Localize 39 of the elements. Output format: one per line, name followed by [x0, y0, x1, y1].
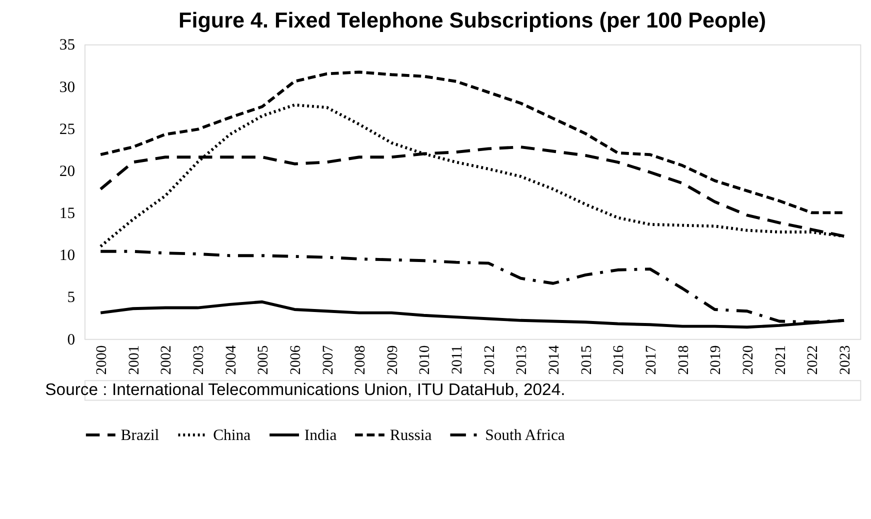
y-tick-label: 5	[67, 289, 76, 306]
legend-label: Brazil	[120, 426, 160, 444]
y-tick-label: 35	[59, 36, 76, 54]
x-tick-label: 2008	[352, 345, 369, 375]
x-tick-label: 2018	[676, 345, 692, 375]
y-tick-label: 20	[59, 162, 76, 180]
x-tick-label: 2015	[578, 345, 595, 375]
y-tick-label: 15	[59, 205, 76, 222]
x-tick-label: 2016	[611, 345, 628, 375]
x-tick-label: 2000	[94, 345, 110, 375]
x-tick-label: 2011	[450, 345, 466, 374]
legend-label: India	[304, 426, 337, 444]
x-tick-label: 2007	[320, 345, 336, 375]
legend-label: Russia	[390, 426, 432, 444]
x-tick-label: 2002	[158, 345, 175, 375]
x-tick-label: 2012	[482, 345, 498, 375]
x-tick-label: 2022	[805, 345, 822, 375]
x-tick-label: 2006	[288, 345, 304, 375]
x-tick-label: 2023	[837, 345, 854, 375]
x-tick-label: 2004	[223, 344, 240, 375]
y-tick-label: 0	[67, 331, 76, 348]
x-tick-label: 2014	[546, 344, 563, 375]
chart-title: Figure 4. Fixed Telephone Subscriptions (per 100 People)	[178, 8, 766, 33]
legend-label: South Africa	[485, 426, 565, 444]
legend-label: China	[213, 426, 251, 444]
x-tick-label: 2010	[417, 345, 434, 375]
x-tick-label: 2017	[644, 345, 660, 375]
x-tick-label: 2005	[256, 345, 272, 375]
x-tick-label: 2009	[384, 345, 401, 375]
y-tick-label: 30	[59, 78, 76, 96]
x-tick-label: 2021	[772, 345, 789, 375]
y-tick-label: 25	[59, 120, 76, 138]
y-tick-label: 10	[59, 247, 76, 264]
x-tick-label: 2003	[190, 345, 207, 375]
source-note: Source : International Telecommunications Union, ITU DataHub, 2024.	[45, 380, 566, 399]
x-tick-label: 2001	[126, 345, 142, 375]
x-tick-label: 2019	[708, 345, 724, 375]
x-tick-label: 2020	[740, 345, 756, 375]
x-tick-label: 2013	[514, 345, 530, 375]
